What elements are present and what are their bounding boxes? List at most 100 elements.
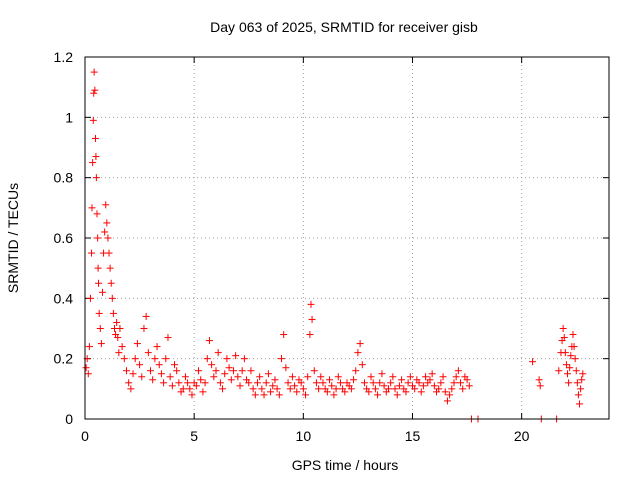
data-point bbox=[136, 361, 144, 369]
grid-lines bbox=[85, 57, 609, 419]
data-point bbox=[426, 376, 434, 384]
data-point bbox=[317, 373, 325, 381]
data-point bbox=[92, 153, 100, 161]
data-point bbox=[258, 385, 266, 393]
y-tick-label: 0.2 bbox=[54, 351, 74, 367]
data-point bbox=[133, 340, 141, 348]
plot-frame bbox=[84, 56, 610, 420]
data-point bbox=[86, 294, 94, 302]
data-point bbox=[164, 334, 172, 342]
data-point bbox=[232, 352, 240, 360]
data-point bbox=[223, 355, 231, 363]
data-point bbox=[302, 391, 310, 399]
x-tick-label: 15 bbox=[405, 428, 421, 444]
data-point bbox=[535, 376, 543, 384]
data-point bbox=[179, 385, 187, 393]
data-point bbox=[387, 379, 395, 387]
data-point bbox=[173, 367, 181, 375]
data-point bbox=[168, 382, 176, 390]
data-point bbox=[310, 367, 318, 375]
data-point bbox=[573, 379, 581, 387]
data-point bbox=[336, 379, 344, 387]
data-point bbox=[95, 309, 103, 317]
data-point bbox=[312, 379, 320, 387]
data-point bbox=[428, 370, 436, 378]
data-point bbox=[422, 373, 430, 381]
x-tick-label: 20 bbox=[514, 428, 530, 444]
data-point bbox=[91, 134, 99, 142]
data-point bbox=[275, 391, 283, 399]
data-point bbox=[162, 355, 170, 363]
data-point bbox=[393, 391, 401, 399]
data-point bbox=[562, 361, 570, 369]
data-point bbox=[118, 343, 126, 351]
data-point bbox=[129, 370, 137, 378]
x-axis-label: GPS time / hours bbox=[292, 457, 399, 473]
data-point bbox=[142, 312, 150, 320]
x-tick-label: 0 bbox=[81, 428, 89, 444]
data-point bbox=[374, 391, 382, 399]
data-point bbox=[306, 331, 314, 339]
data-point bbox=[267, 388, 275, 396]
data-point bbox=[559, 325, 567, 332]
data-point bbox=[195, 367, 203, 375]
data-point bbox=[574, 391, 582, 399]
data-point bbox=[82, 364, 90, 372]
data-point bbox=[151, 355, 159, 363]
data-point bbox=[125, 379, 133, 387]
data-point bbox=[578, 376, 586, 384]
data-point bbox=[369, 379, 377, 387]
data-point bbox=[415, 379, 423, 387]
y-tick-label: 0 bbox=[65, 411, 73, 427]
data-point bbox=[90, 68, 98, 76]
data-point bbox=[282, 364, 290, 372]
data-point bbox=[138, 373, 146, 381]
data-point bbox=[446, 391, 454, 399]
data-point bbox=[93, 210, 101, 218]
data-point bbox=[577, 385, 585, 393]
data-point bbox=[439, 373, 447, 381]
data-points bbox=[82, 68, 587, 423]
chart-title: Day 063 of 2025, SRMTID for receiver gis… bbox=[210, 19, 478, 35]
data-point bbox=[389, 373, 397, 381]
data-point bbox=[157, 370, 165, 378]
data-point bbox=[437, 379, 445, 387]
data-point bbox=[229, 367, 237, 375]
data-point bbox=[308, 315, 316, 323]
data-point bbox=[419, 382, 427, 390]
data-point bbox=[452, 373, 460, 381]
data-point bbox=[570, 343, 578, 351]
data-point bbox=[105, 249, 113, 257]
data-point bbox=[264, 370, 272, 378]
data-point bbox=[448, 385, 456, 393]
data-point bbox=[529, 358, 537, 366]
data-point bbox=[219, 385, 227, 393]
data-point bbox=[555, 367, 563, 375]
data-point bbox=[245, 379, 253, 387]
data-point bbox=[149, 376, 157, 384]
data-point bbox=[454, 367, 462, 375]
data-point bbox=[347, 385, 355, 393]
data-point bbox=[108, 294, 116, 302]
data-point bbox=[404, 379, 412, 387]
data-point bbox=[384, 385, 392, 393]
axis-ticks bbox=[84, 56, 609, 420]
data-point bbox=[251, 391, 259, 399]
data-point bbox=[293, 388, 301, 396]
data-point bbox=[315, 385, 323, 393]
data-point bbox=[210, 373, 218, 381]
data-point bbox=[160, 379, 168, 387]
data-point bbox=[109, 309, 117, 317]
data-point bbox=[175, 379, 183, 387]
data-point bbox=[395, 382, 403, 390]
data-point bbox=[567, 352, 575, 360]
data-point bbox=[186, 385, 194, 393]
data-point bbox=[463, 376, 471, 384]
data-point bbox=[569, 331, 577, 339]
data-point bbox=[181, 373, 189, 381]
data-point bbox=[88, 249, 96, 257]
data-point bbox=[441, 388, 449, 396]
data-point bbox=[561, 349, 569, 357]
data-point bbox=[579, 370, 587, 378]
data-point bbox=[188, 391, 196, 399]
